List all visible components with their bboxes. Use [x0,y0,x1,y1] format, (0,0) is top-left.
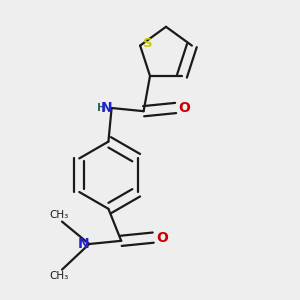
Text: O: O [178,101,190,115]
Text: O: O [156,231,168,244]
Text: N: N [78,237,89,251]
Text: H: H [97,103,106,113]
Text: N: N [101,101,112,115]
Text: CH₃: CH₃ [49,210,68,220]
Text: S: S [143,38,153,50]
Text: CH₃: CH₃ [49,271,68,281]
